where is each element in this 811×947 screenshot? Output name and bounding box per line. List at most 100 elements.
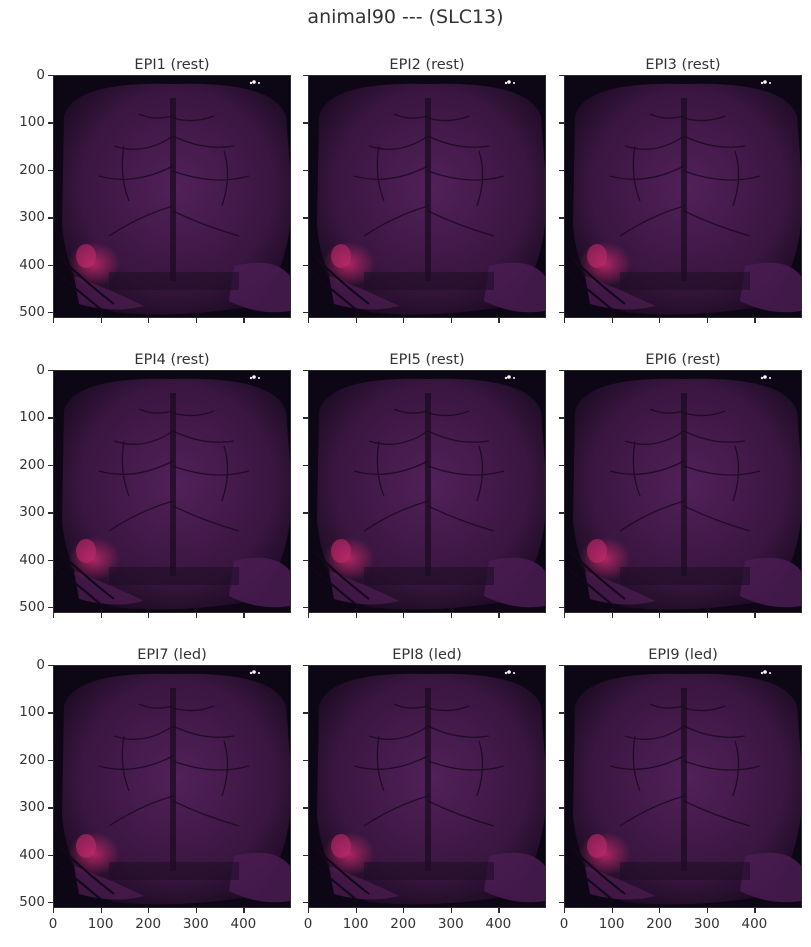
- x-tick-mark: [100, 908, 102, 913]
- x-tick-mark: [450, 318, 452, 323]
- brain-image: [309, 371, 545, 612]
- y-tick-mark: [48, 264, 53, 267]
- y-tick-mark: [303, 712, 308, 714]
- y-tick-label: 0: [36, 362, 45, 378]
- brain-image: [565, 666, 801, 907]
- y-tick-label: 300: [19, 504, 45, 521]
- panel-title: EPI5 (rest): [389, 352, 465, 368]
- image-frame: [308, 75, 546, 318]
- panel-title: EPI7 (led): [137, 647, 207, 663]
- y-tick-mark: [559, 169, 564, 172]
- x-tick-mark: [308, 908, 310, 913]
- x-tick-mark: [53, 318, 55, 323]
- image-frame: [564, 665, 802, 908]
- y-tick-label: 500: [19, 894, 45, 911]
- x-tick-mark: [659, 908, 661, 913]
- y-tick-label: 0: [36, 67, 45, 83]
- x-tick-mark: [308, 318, 310, 323]
- y-tick-mark: [559, 854, 564, 857]
- x-tick-label: 200: [646, 916, 673, 932]
- y-tick-mark: [48, 902, 53, 904]
- y-tick-mark: [559, 464, 564, 467]
- y-tick-mark: [48, 370, 53, 372]
- x-tick-mark: [148, 318, 150, 323]
- y-tick-mark: [559, 417, 564, 419]
- panel-title: EPI9 (led): [648, 647, 718, 663]
- y-tick-mark: [48, 169, 53, 172]
- x-tick-mark: [403, 318, 405, 323]
- x-tick-label: 200: [390, 916, 417, 932]
- x-tick-mark: [450, 908, 452, 913]
- y-tick-mark: [303, 75, 308, 77]
- brain-image: [54, 371, 290, 612]
- y-tick-mark: [48, 417, 53, 419]
- x-tick-mark: [355, 318, 357, 323]
- y-tick-mark: [48, 312, 53, 314]
- y-tick-mark: [48, 854, 53, 857]
- x-tick-label: 400: [485, 916, 512, 932]
- y-tick-mark: [303, 665, 308, 667]
- x-tick-mark: [355, 613, 357, 618]
- x-tick-mark: [53, 908, 55, 913]
- x-tick-mark: [498, 318, 500, 323]
- panel-title: EPI2 (rest): [389, 57, 465, 73]
- y-tick-label: 300: [19, 209, 45, 226]
- y-tick-label: 500: [19, 304, 45, 321]
- y-tick-mark: [559, 122, 564, 124]
- x-tick-mark: [564, 613, 566, 618]
- x-tick-label: 300: [182, 916, 209, 932]
- x-tick-mark: [243, 318, 245, 323]
- x-tick-mark: [659, 318, 661, 323]
- x-tick-mark: [754, 318, 756, 323]
- image-frame: [308, 665, 546, 908]
- x-tick-mark: [195, 908, 197, 913]
- image-panel: EPI1 (rest): [53, 57, 291, 318]
- x-tick-mark: [148, 613, 150, 618]
- y-tick-mark: [559, 807, 564, 809]
- brain-image: [565, 371, 801, 612]
- panel-title: EPI8 (led): [392, 647, 462, 663]
- y-tick-mark: [559, 559, 564, 562]
- x-tick-mark: [148, 908, 150, 913]
- y-tick-label: 400: [19, 256, 45, 273]
- x-tick-label: 400: [230, 916, 257, 932]
- panel-title: EPI3 (rest): [645, 57, 721, 73]
- y-tick-label: 200: [19, 456, 45, 473]
- x-tick-mark: [706, 613, 708, 618]
- x-tick-mark: [706, 318, 708, 323]
- y-tick-mark: [48, 607, 53, 609]
- y-tick-label: 200: [19, 161, 45, 178]
- y-tick-mark: [303, 559, 308, 562]
- panel-title: EPI1 (rest): [134, 57, 210, 73]
- y-tick-mark: [303, 464, 308, 467]
- x-tick-mark: [53, 613, 55, 618]
- y-tick-mark: [559, 512, 564, 514]
- y-tick-mark: [303, 217, 308, 219]
- x-tick-mark: [754, 613, 756, 618]
- x-tick-label: 300: [437, 916, 464, 932]
- x-tick-mark: [100, 613, 102, 618]
- brain-image: [54, 76, 290, 317]
- x-tick-label: 0: [48, 916, 58, 932]
- x-tick-mark: [498, 613, 500, 618]
- image-panel: EPI9 (led): [564, 647, 802, 908]
- y-tick-label: 400: [19, 551, 45, 568]
- x-tick-mark: [659, 613, 661, 618]
- x-tick-mark: [706, 908, 708, 913]
- x-tick-mark: [403, 613, 405, 618]
- x-tick-label: 0: [303, 916, 313, 932]
- x-tick-mark: [611, 613, 613, 618]
- y-tick-mark: [48, 512, 53, 514]
- image-panel: EPI3 (rest): [564, 57, 802, 318]
- x-tick-mark: [308, 613, 310, 618]
- x-tick-mark: [243, 908, 245, 913]
- y-tick-mark: [48, 559, 53, 562]
- y-tick-mark: [559, 75, 564, 77]
- y-tick-mark: [303, 370, 308, 372]
- x-tick-label: 400: [741, 916, 768, 932]
- y-tick-mark: [48, 759, 53, 762]
- x-tick-label: 0: [559, 916, 569, 932]
- image-frame: [53, 75, 291, 318]
- y-tick-mark: [48, 807, 53, 809]
- brain-image: [565, 76, 801, 317]
